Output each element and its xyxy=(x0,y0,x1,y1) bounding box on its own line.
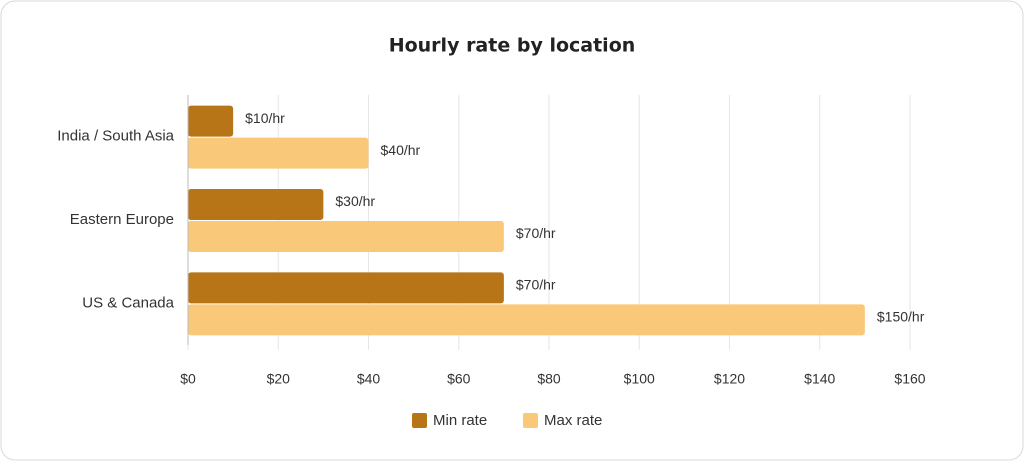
value-label: $70/hr xyxy=(516,225,556,241)
bar xyxy=(188,304,865,336)
x-tick-label: $60 xyxy=(447,371,471,387)
legend-label: Min rate xyxy=(433,412,487,429)
x-tick-label: $0 xyxy=(180,371,196,387)
legend: Min rate Max rate xyxy=(412,412,602,429)
x-tick-label: $20 xyxy=(267,371,291,387)
x-tick-label: $140 xyxy=(804,371,835,387)
x-tick-label: $40 xyxy=(357,371,381,387)
bar xyxy=(188,221,504,252)
value-label: $30/hr xyxy=(335,193,375,209)
legend-swatch xyxy=(412,413,427,428)
x-tick-label: $120 xyxy=(714,371,745,387)
legend-label: Max rate xyxy=(544,412,602,429)
value-label: $10/hr xyxy=(245,110,285,126)
bars: India / South Asia $10/hr $40/hr Eastern Eu… xyxy=(57,105,925,336)
bar xyxy=(188,137,369,169)
value-label: $40/hr xyxy=(381,142,421,158)
value-label: $150/hr xyxy=(877,309,925,325)
bar xyxy=(188,189,324,220)
bar xyxy=(188,272,504,304)
y-tick-label: India / South Asia xyxy=(57,128,174,145)
x-tick-label: $80 xyxy=(537,371,561,387)
x-tick-label: $160 xyxy=(894,371,925,387)
legend-swatch xyxy=(523,413,538,428)
x-tick-label: $100 xyxy=(624,371,655,387)
grid: $0 $20 $40 $60 $80 $100 $120 $140 $160 xyxy=(180,95,926,387)
bar xyxy=(188,105,234,137)
y-tick-label: US & Canada xyxy=(82,294,174,311)
y-tick-label: Eastern Europe xyxy=(70,211,174,228)
value-label: $70/hr xyxy=(516,277,556,293)
chart-title: Hourly rate by location xyxy=(389,35,636,57)
